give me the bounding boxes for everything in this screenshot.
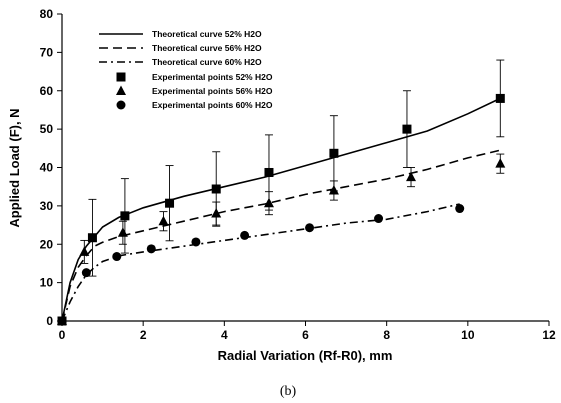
data-point	[146, 244, 156, 254]
y-axis-title: Applied Load (F), N	[7, 108, 22, 227]
data-point	[165, 198, 175, 208]
legend: Theoretical curve 52% H2O Theoretical cur…	[99, 29, 273, 110]
y-tick-label: 30	[40, 199, 54, 213]
data-point	[406, 171, 417, 182]
data-point	[329, 148, 339, 158]
data-point	[264, 167, 274, 177]
plot-area: 0 2 4 6 8 10 12 0 10 20 30 40 50 60 70 80	[40, 7, 556, 342]
x-tick-label: 8	[383, 328, 390, 342]
data-point	[211, 208, 222, 218]
data-point	[112, 252, 122, 262]
data-point	[263, 197, 274, 208]
legend-marker	[116, 72, 126, 82]
data-point	[120, 211, 130, 221]
data-point	[117, 227, 128, 237]
data-point	[191, 237, 201, 247]
legend-label: Experimental points 60% H2O	[152, 100, 273, 110]
legend-label: Theoretical curve 60% H2O	[152, 57, 262, 67]
data-point	[374, 214, 384, 224]
data-point	[495, 93, 505, 103]
legend-marker	[116, 100, 126, 110]
x-tick-label: 6	[302, 328, 309, 342]
data-point	[211, 184, 221, 194]
data-point	[81, 268, 91, 278]
x-axis-title: Radial Variation (Rf-R0), mm	[218, 348, 393, 363]
x-tick-label: 2	[140, 328, 147, 342]
y-tick-label: 20	[40, 237, 54, 251]
legend-label: Theoretical curve 56% H2O	[152, 43, 262, 53]
legend-label: Experimental points 52% H2O	[152, 72, 273, 82]
y-tick-label: 60	[40, 84, 54, 98]
data-point	[305, 223, 315, 233]
data-point	[79, 246, 90, 256]
data-point	[87, 233, 97, 243]
y-tick-label: 10	[40, 276, 54, 290]
legend-label: Theoretical curve 52% H2O	[152, 29, 262, 39]
y-tick-label: 0	[46, 314, 53, 328]
x-tick-label: 0	[59, 328, 66, 342]
data-point	[402, 124, 412, 134]
figure-caption: (b)	[280, 384, 297, 399]
x-tick-label: 12	[542, 328, 556, 342]
data-point	[455, 204, 465, 214]
x-tick-label: 4	[221, 328, 228, 342]
data-point	[328, 185, 339, 195]
data-point	[240, 230, 250, 240]
x-tick-label: 10	[461, 328, 475, 342]
y-tick-label: 40	[40, 161, 54, 175]
legend-marker	[116, 85, 126, 95]
y-tick-label: 70	[40, 45, 54, 59]
data-point	[158, 215, 169, 226]
data-point	[57, 316, 67, 326]
theoretical-curve	[61, 149, 501, 322]
y-tick-label: 50	[40, 122, 54, 136]
y-tick-label: 80	[40, 7, 54, 21]
data-point	[495, 158, 506, 168]
legend-label: Experimental points 56% H2O	[152, 86, 273, 96]
